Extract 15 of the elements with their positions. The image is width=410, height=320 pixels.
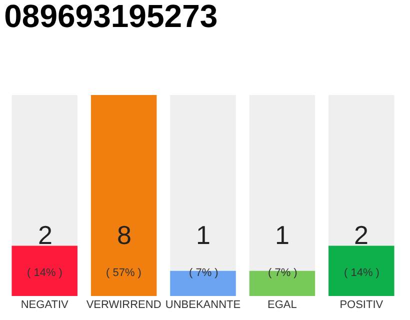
data-label: 8 <box>117 220 132 250</box>
x-tick-label: VERWIRREND <box>86 299 162 311</box>
annotation: ( 7% ) <box>189 267 218 279</box>
annotation: ( 14% ) <box>27 267 62 279</box>
x-tick-label: EGAL <box>268 299 297 311</box>
data-label: 2 <box>38 220 52 250</box>
data-label: 2 <box>354 220 368 250</box>
x-tick-label: NEGATIV <box>20 299 69 311</box>
annotation: ( 57% ) <box>106 267 142 279</box>
annotation: ( 14% ) <box>344 267 380 279</box>
x-tick-label: POSITIV <box>340 299 384 311</box>
x-tick-label: UNBEKANNTE <box>165 299 241 311</box>
chart-title: 089693195273 <box>4 0 218 34</box>
data-label: 1 <box>196 220 210 250</box>
data-label: 1 <box>275 220 290 250</box>
